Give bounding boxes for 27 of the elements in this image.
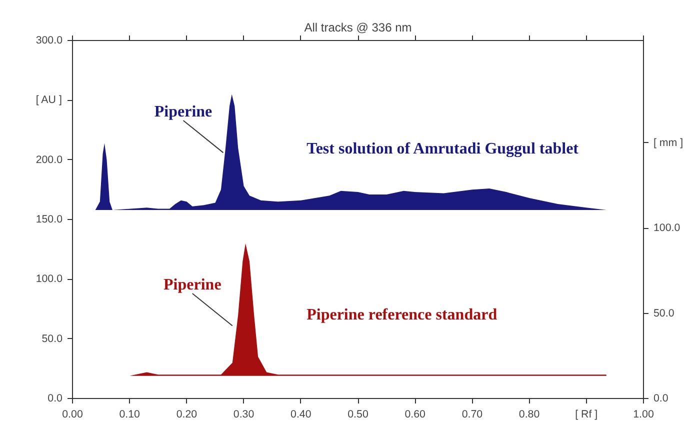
x-tick-label: 0.20 — [176, 408, 198, 420]
chart-title: All tracks @ 336 nm — [304, 20, 412, 34]
annotation: Piperine — [164, 276, 222, 294]
y-tick-label: [ AU ] — [36, 94, 62, 106]
y-tick-label: 300.0 — [36, 34, 63, 46]
x-tick-label: 1.00 — [633, 408, 654, 420]
y2-tick-label: 0.0 — [654, 392, 668, 404]
x-tick-label: 0.60 — [404, 408, 426, 420]
text: Piperine reference standard — [306, 306, 498, 324]
x-tick-label: 0.70 — [462, 408, 483, 420]
y-tick-label: 200.0 — [36, 154, 63, 166]
annotation: Piperine — [154, 103, 212, 120]
y2-tick-label: 100.0 — [654, 222, 680, 234]
x-tick-label: 0.40 — [290, 408, 312, 420]
y-tick-label: 50.0 — [42, 332, 63, 345]
y-tick-label: 150.0 — [36, 214, 63, 226]
y-tick-label: 0.0 — [48, 392, 63, 404]
x-tick-label: 0.30 — [233, 408, 254, 420]
x-tick-label: 0.00 — [62, 408, 83, 420]
y-tick-label: 100.0 — [36, 273, 63, 286]
x-tick-label: 0.10 — [119, 408, 140, 420]
x-tick-label: [ Rf ] — [575, 408, 598, 420]
x-tick-label: 0.50 — [348, 408, 368, 420]
y2-tick-label: 50.0 — [654, 307, 674, 320]
y2-tick-label: [ mm ] — [654, 136, 684, 149]
x-tick-label: 0.80 — [518, 408, 540, 420]
text: Test solution of Amrutadi Guggul tablet — [306, 140, 580, 158]
